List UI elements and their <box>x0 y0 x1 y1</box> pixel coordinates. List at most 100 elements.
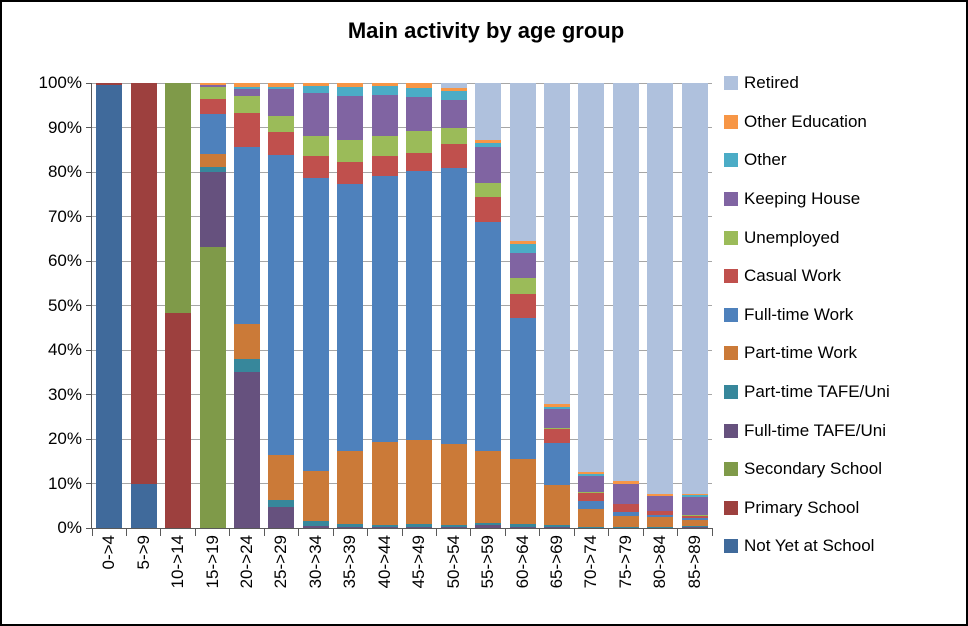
x-axis-label-text: 40->44 <box>374 535 394 589</box>
legend-swatch-icon <box>724 192 738 207</box>
gridline <box>92 127 712 128</box>
bar-segment-part-time-work <box>509 458 536 525</box>
bar-segment-keeping-house <box>578 475 605 492</box>
bar-segment-full-time-tafe-uni <box>302 526 329 528</box>
legend-item-part-time-work: Part-time Work <box>724 334 964 373</box>
x-axis-label-25->29: 25->29 <box>264 535 298 588</box>
bar-segment-part-time-tafe-uni <box>337 524 364 527</box>
stacked-bar <box>233 83 260 528</box>
bar-segment-other-education <box>233 83 260 87</box>
y-axis-label: 20% <box>47 429 82 448</box>
bar-segment-part-time-tafe-uni <box>371 524 398 528</box>
bar-35->39 <box>333 83 367 528</box>
bar-segment-full-time-tafe-uni <box>406 527 433 528</box>
bar-segment-other-education <box>337 83 364 88</box>
x-axis-tick <box>332 529 334 536</box>
bar-segment-other-education <box>475 140 502 144</box>
bar-segment-full-time-work <box>440 168 467 444</box>
legend-label: Retired <box>744 73 799 93</box>
legend-label: Other Education <box>744 111 867 131</box>
gridline <box>92 349 712 351</box>
bar-5->9 <box>126 83 160 528</box>
x-axis-tick <box>91 529 93 536</box>
stacked-bar <box>440 83 467 528</box>
bar-segment-full-time-work <box>578 501 605 510</box>
stacked-bar <box>543 83 570 528</box>
bar-segment-casual-work <box>337 161 364 184</box>
legend-swatch-icon <box>724 307 738 322</box>
gridline <box>92 394 712 395</box>
x-axis-label-text: 0->4 <box>99 535 119 570</box>
gridline <box>92 305 712 306</box>
bar-segment-full-time-tafe-uni <box>233 371 260 528</box>
bar-10->14 <box>161 83 195 528</box>
stacked-bar <box>268 83 295 528</box>
x-axis-label-0->4: 0->4 <box>92 535 126 570</box>
y-axis-label: 90% <box>47 117 82 137</box>
y-axis-label: 70% <box>47 206 82 226</box>
legend-item-other: Other <box>724 141 964 180</box>
stacked-bar <box>302 83 329 528</box>
y-axis-tick <box>86 171 92 173</box>
bar-segment-unemployed <box>475 183 502 197</box>
x-axis-label-text: 80->84 <box>650 535 670 589</box>
bar-segment-other-education <box>302 83 329 87</box>
bar-segment-keeping-house <box>543 408 570 428</box>
stacked-bar <box>406 83 433 528</box>
stacked-bar <box>337 83 364 528</box>
bar-60->64 <box>505 83 539 528</box>
legend-swatch-icon <box>724 76 738 91</box>
legend-item-keeping-house: Keeping House <box>724 180 964 219</box>
legend-item-unemployed: Unemployed <box>724 218 964 257</box>
bar-segment-part-time-tafe-uni <box>612 526 639 528</box>
bar-45->49 <box>402 83 436 528</box>
bar-segment-full-time-tafe-uni <box>199 171 226 247</box>
bar-segment-other <box>475 143 502 148</box>
x-axis-label-85->89: 85->89 <box>678 535 712 588</box>
y-axis-tick <box>86 438 92 440</box>
bar-segment-part-time-tafe-uni <box>268 499 295 508</box>
stacked-bar <box>509 83 536 528</box>
bar-segment-part-time-tafe-uni <box>543 525 570 528</box>
x-axis-label-text: 45->49 <box>409 535 429 589</box>
gridline <box>92 171 712 173</box>
stacked-bar <box>96 83 123 528</box>
bar-segment-part-time-work <box>406 439 433 525</box>
bar-segment-full-time-work <box>509 318 536 459</box>
bar-segment-keeping-house <box>371 94 398 137</box>
bar-segment-keeping-house <box>302 93 329 136</box>
x-axis-label-10->14: 10->14 <box>161 535 195 588</box>
bar-segment-keeping-house <box>440 99 467 128</box>
bar-40->44 <box>368 83 402 528</box>
bar-segment-part-time-tafe-uni <box>302 520 329 527</box>
x-axis-label-text: 50->54 <box>443 535 463 589</box>
bar-segment-part-time-tafe-uni <box>233 358 260 372</box>
bar-20->24 <box>230 83 264 528</box>
y-axis-label: 0% <box>57 518 82 537</box>
legend-label: Full-time Work <box>744 304 854 324</box>
bar-segment-part-time-work <box>578 509 605 527</box>
bar-segment-casual-work <box>612 504 639 513</box>
bar-segment-other <box>440 90 467 100</box>
x-axis-tick <box>573 529 575 536</box>
bar-segment-full-time-work <box>371 176 398 443</box>
bar-segment-other <box>302 86 329 94</box>
bar-segment-part-time-tafe-uni <box>199 166 226 172</box>
bar-segment-part-time-tafe-uni <box>647 526 674 528</box>
bar-segment-casual-work <box>371 156 398 177</box>
legend-item-other-education: Other Education <box>724 103 964 142</box>
legend-item-part-time-tafe-uni: Part-time TAFE/Uni <box>724 373 964 412</box>
bar-segment-full-time-work <box>681 518 708 520</box>
bar-segment-keeping-house <box>233 88 260 96</box>
y-axis-tick <box>86 216 92 217</box>
bar-segment-not-yet-at-school <box>96 85 123 528</box>
legend-label: Part-time TAFE/Uni <box>744 382 890 402</box>
bar-55->59 <box>471 83 505 528</box>
gridline <box>92 260 712 262</box>
x-axis-tick <box>298 529 300 536</box>
legend-label: Secondary School <box>744 459 882 479</box>
legend-item-full-time-tafe-uni: Full-time TAFE/Uni <box>724 411 964 450</box>
bar-segment-other-education <box>406 83 433 88</box>
chart-title: Main activity by age group <box>347 18 625 43</box>
x-axis-tick <box>711 529 713 536</box>
